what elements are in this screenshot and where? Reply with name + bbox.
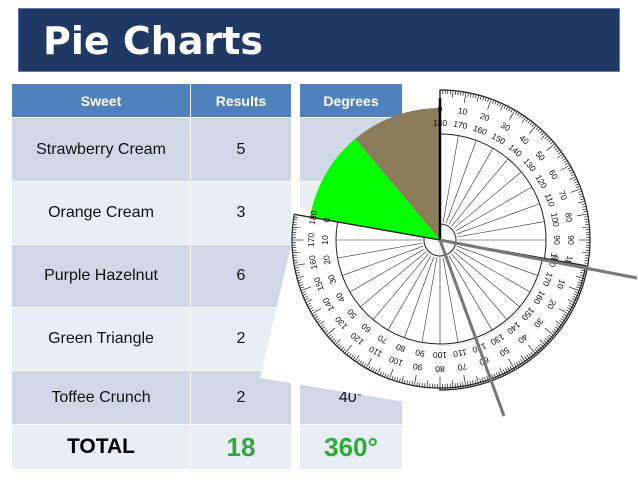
protractor-inner-label: 90 [414,347,425,359]
protractor-illustration: 0180101702016030150401405013060120701108… [252,78,638,478]
sweet-name: Strawberry Cream [12,117,191,181]
protractor-outer-label: 170 [306,233,316,247]
protractor-inner-label: 10 [320,235,330,245]
total-row: TOTAL 18 [12,424,292,469]
protractor-outer-label: 80 [563,212,575,223]
protractor-outer-label: 70 [457,361,468,373]
protractor-outer-label: 90 [566,235,576,245]
header-sweet: Sweet [12,84,191,117]
table-row: Orange Cream 3 [12,181,292,244]
slide-title: Pie Charts [43,15,263,67]
total-label: TOTAL [12,424,191,469]
table-row: Strawberry Cream 5 [12,117,292,181]
protractor-inner-label: 20 [321,254,333,265]
protractor-inner-label: 90 [552,235,562,245]
title-bar: Pie Charts [18,8,620,72]
sweet-name: Toffee Crunch [12,370,191,424]
table-row: Toffee Crunch 2 [12,370,292,424]
protractor-outer-label: 80 [435,364,445,374]
protractor-inner-label: 100 [433,350,447,360]
sweets-table: Sweet Results Strawberry Cream 5 Orange … [12,84,292,469]
protractor-outer-label: 90 [412,361,423,373]
sweet-name: Purple Hazelnut [12,244,191,307]
table-row: Purple Hazelnut 6 [12,244,292,307]
sweet-name: Orange Cream [12,181,191,244]
sweet-name: Green Triangle [12,307,191,370]
protractor-outer-label: 10 [457,105,468,117]
table-row: Green Triangle 2 [12,307,292,370]
protractor-svg: 0180101702016030150401405013060120701108… [252,78,638,478]
